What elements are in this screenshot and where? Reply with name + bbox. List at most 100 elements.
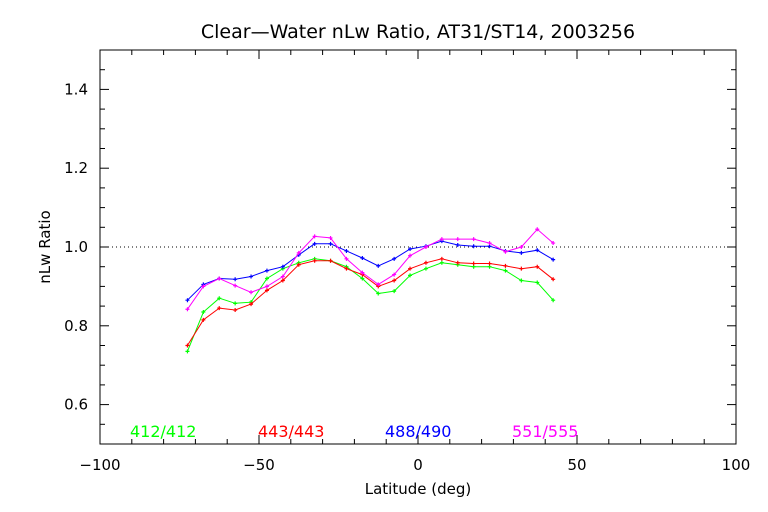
data-point: [519, 278, 524, 283]
data-point: [296, 250, 301, 255]
legend-entry: 488/490: [385, 422, 451, 441]
data-point: [503, 249, 508, 254]
x-tick-label: 50: [567, 456, 586, 474]
series-line: [186, 228, 554, 310]
data-point: [376, 291, 381, 296]
data-point: [296, 262, 301, 267]
x-tick-label: 0: [413, 456, 423, 474]
data-point: [217, 296, 222, 301]
data-point: [312, 234, 317, 239]
series-line: [186, 258, 554, 352]
data-point: [233, 301, 238, 306]
legend-entry: 412/412: [130, 422, 196, 441]
x-axis-label: Latitude (deg): [365, 480, 471, 498]
data-point: [408, 253, 413, 258]
data-point: [185, 298, 190, 303]
data-point: [519, 250, 524, 255]
data-point: [471, 237, 476, 242]
data-point: [487, 261, 492, 266]
data-point: [233, 308, 238, 313]
data-point: [471, 244, 476, 249]
data-point: [344, 248, 349, 253]
y-tick-label: 1.2: [64, 159, 88, 177]
y-tick-label: 1.0: [64, 238, 88, 256]
data-point: [249, 302, 254, 307]
data-point: [264, 268, 269, 273]
data-point: [264, 276, 269, 281]
data-point: [217, 306, 222, 311]
y-tick-label: 1.4: [64, 80, 88, 98]
data-point: [185, 349, 190, 354]
data-point: [233, 283, 238, 288]
data-point: [360, 276, 365, 281]
data-point: [439, 237, 444, 242]
data-point: [519, 245, 524, 249]
legend-entry: 443/443: [258, 422, 324, 441]
data-point: [360, 256, 365, 261]
x-tick-label: −100: [79, 456, 120, 474]
data-point: [392, 278, 397, 283]
legend-entry: 551/555: [512, 422, 578, 441]
data-point: [280, 264, 285, 269]
y-tick-label: 0.8: [64, 317, 88, 335]
x-tick-label: −50: [243, 456, 275, 474]
data-point: [392, 272, 397, 277]
data-point: [439, 256, 444, 261]
data-point: [249, 274, 254, 279]
data-point: [360, 270, 365, 275]
data-point: [312, 258, 317, 263]
data-point: [264, 284, 269, 289]
y-axis-label: nLw Ratio: [36, 210, 54, 283]
data-point: [519, 266, 524, 271]
data-point: [408, 273, 413, 278]
data-point: [551, 298, 556, 303]
data-point: [201, 317, 206, 322]
data-point: [439, 260, 444, 265]
data-point: [423, 266, 428, 271]
data-point: [455, 237, 460, 242]
data-point: [535, 264, 540, 269]
data-point: [535, 227, 540, 232]
data-point: [217, 276, 222, 281]
data-point: [503, 268, 508, 273]
data-point: [201, 284, 206, 289]
data-point: [233, 277, 238, 282]
data-point: [201, 310, 206, 315]
data-point: [535, 280, 540, 285]
data-point: [487, 241, 492, 246]
data-point: [423, 245, 428, 249]
series-line: [187, 240, 554, 301]
data-point: [423, 260, 428, 265]
data-point: [392, 256, 397, 261]
data-point: [185, 307, 190, 312]
data-point: [551, 241, 556, 246]
data-point: [535, 248, 540, 253]
data-point: [328, 235, 333, 240]
data-point: [376, 282, 381, 287]
series-line: [186, 258, 554, 346]
data-point: [455, 260, 460, 265]
data-point: [408, 246, 413, 251]
x-tick-label: 100: [722, 456, 751, 474]
data-point: [408, 266, 413, 271]
data-point: [280, 274, 285, 279]
y-tick-label: 0.6: [64, 396, 88, 414]
data-point: [264, 288, 269, 293]
data-point: [551, 277, 556, 282]
data-point: [312, 241, 317, 246]
data-point: [185, 343, 190, 348]
data-point: [551, 257, 556, 262]
data-point: [344, 256, 349, 261]
data-point: [249, 290, 254, 295]
data-point: [392, 289, 397, 294]
data-point: [280, 278, 285, 283]
data-point: [328, 241, 333, 246]
data-point: [376, 263, 381, 268]
data-point: [503, 263, 508, 268]
chart-title: Clear—Water nLw Ratio, AT31/ST14, 200325…: [201, 21, 635, 43]
data-point: [455, 243, 460, 248]
data-point: [328, 258, 333, 263]
data-point: [344, 266, 349, 271]
data-point: [471, 261, 476, 266]
